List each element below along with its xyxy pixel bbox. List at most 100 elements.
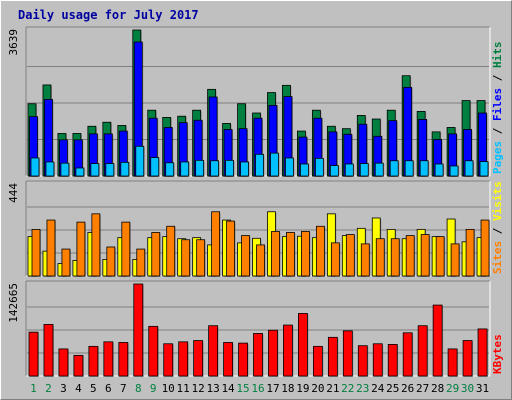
bar-kbytes-day-8	[133, 283, 144, 377]
bar-pages-day-28	[434, 163, 444, 177]
x-label-day-19: 19	[296, 382, 309, 395]
chart-panels: 3639 Pages / Files / Hits 444 Sites / Visit…	[7, 26, 504, 377]
x-label-day-4: 4	[75, 382, 82, 395]
bar-kbytes-day-7	[118, 342, 129, 377]
bar-pages-day-3	[60, 162, 70, 177]
x-label-day-13: 13	[206, 382, 219, 395]
x-label-day-21: 21	[326, 382, 339, 395]
bar-pages-day-11	[180, 161, 190, 177]
x-label-day-11: 11	[177, 382, 190, 395]
bar-pages-day-25	[389, 160, 399, 177]
bar-kbytes-day-3	[58, 348, 69, 377]
x-label-day-26: 26	[401, 382, 414, 395]
legend-part: Sites	[491, 241, 504, 274]
bar-sites-day-28	[435, 236, 445, 277]
x-label-day-5: 5	[90, 382, 97, 395]
y-max-label-mid: 444	[7, 183, 20, 203]
bar-kbytes-day-30	[462, 340, 473, 377]
x-label-day-28: 28	[431, 382, 444, 395]
panel-mid: 444 Sites / Visits	[7, 180, 504, 277]
bar-sites-day-23	[360, 243, 370, 277]
x-label-day-16: 16	[251, 382, 264, 395]
bar-pages-day-27	[419, 160, 429, 177]
y-max-label-top: 3639	[7, 29, 20, 56]
bars-mid	[27, 211, 491, 277]
x-label-day-12: 12	[192, 382, 205, 395]
bar-kbytes-day-20	[312, 345, 323, 377]
legend-part: KBytes	[491, 334, 504, 374]
bar-pages-day-1	[30, 157, 40, 177]
bar-kbytes-day-25	[387, 344, 398, 377]
bar-sites-day-20	[315, 225, 325, 277]
x-label-day-1: 1	[30, 382, 37, 395]
bar-kbytes-day-4	[73, 354, 84, 377]
x-label-day-29: 29	[446, 382, 459, 395]
x-axis-labels: 1 2 3 4 5 6 7 8 9 10 11 12 13 14 15 16 17 18 19 20 21 22 23 24 2…	[30, 382, 489, 395]
bar-kbytes-day-23	[357, 345, 368, 377]
bar-kbytes-day-15	[238, 342, 248, 377]
x-label-day-18: 18	[281, 382, 294, 395]
bar-sites-day-2	[46, 219, 56, 277]
x-label-day-6: 6	[105, 382, 112, 395]
bar-pages-day-15	[240, 161, 249, 177]
bar-sites-day-15	[241, 235, 250, 277]
bar-sites-day-18	[286, 232, 295, 277]
bar-sites-day-31	[480, 219, 490, 277]
bars-top	[27, 29, 490, 177]
bar-sites-day-6	[106, 246, 116, 277]
bar-pages-day-13	[210, 160, 220, 177]
legend-part: Pages	[491, 141, 504, 174]
bar-kbytes-day-17	[268, 329, 278, 377]
x-label-day-22: 22	[341, 382, 354, 395]
bar-kbytes-day-10	[163, 343, 174, 377]
x-label-day-15: 15	[236, 382, 249, 395]
bar-kbytes-day-14	[223, 342, 233, 377]
bar-sites-day-27	[420, 234, 430, 277]
legend-part: /	[491, 68, 504, 88]
bar-kbytes-day-12	[193, 340, 204, 377]
bar-pages-day-31	[479, 161, 489, 177]
bar-sites-day-22	[345, 234, 355, 277]
bar-pages-day-10	[165, 162, 175, 177]
bar-sites-day-3	[61, 248, 71, 277]
bar-pages-day-21	[329, 165, 339, 177]
x-label-day-14: 14	[221, 382, 235, 395]
bar-sites-day-9	[151, 232, 161, 277]
x-label-day-2: 2	[45, 382, 52, 395]
bar-sites-day-25	[390, 238, 400, 277]
bar-pages-day-29	[449, 165, 459, 177]
bar-kbytes-day-28	[432, 304, 443, 377]
x-label-day-23: 23	[356, 382, 369, 395]
bar-pages-day-19	[300, 163, 309, 177]
bar-pages-day-26	[404, 160, 414, 177]
bar-sites-day-8	[136, 248, 146, 277]
bar-pages-day-2	[45, 161, 55, 177]
x-label-day-3: 3	[60, 382, 67, 395]
bar-kbytes-day-1	[28, 331, 39, 377]
bar-sites-day-4	[76, 221, 86, 277]
bar-kbytes-day-24	[372, 343, 383, 377]
panel-bot: 142665 KBytes	[7, 280, 504, 377]
legend-bot: KBytes	[491, 334, 504, 374]
bar-sites-day-14	[226, 220, 235, 277]
bar-pages-day-17	[270, 152, 279, 177]
bar-pages-day-23	[359, 163, 369, 177]
x-label-day-31: 31	[476, 382, 489, 395]
bar-sites-day-11	[181, 239, 191, 277]
bar-kbytes-day-5	[88, 345, 99, 377]
bar-kbytes-day-16	[253, 333, 263, 377]
x-label-day-8: 8	[135, 382, 142, 395]
legend-part: Hits	[491, 42, 504, 69]
x-label-day-24: 24	[371, 382, 385, 395]
bars-bot	[28, 283, 489, 377]
bar-pages-day-14	[225, 159, 234, 177]
bar-pages-day-22	[344, 163, 354, 177]
bar-kbytes-day-21	[327, 336, 338, 377]
bar-sites-day-10	[166, 225, 176, 277]
bar-kbytes-day-18	[283, 324, 293, 377]
bar-kbytes-day-11	[178, 341, 189, 377]
bar-kbytes-day-2	[43, 324, 54, 377]
bar-sites-day-29	[450, 243, 460, 277]
x-label-day-9: 9	[150, 382, 157, 395]
